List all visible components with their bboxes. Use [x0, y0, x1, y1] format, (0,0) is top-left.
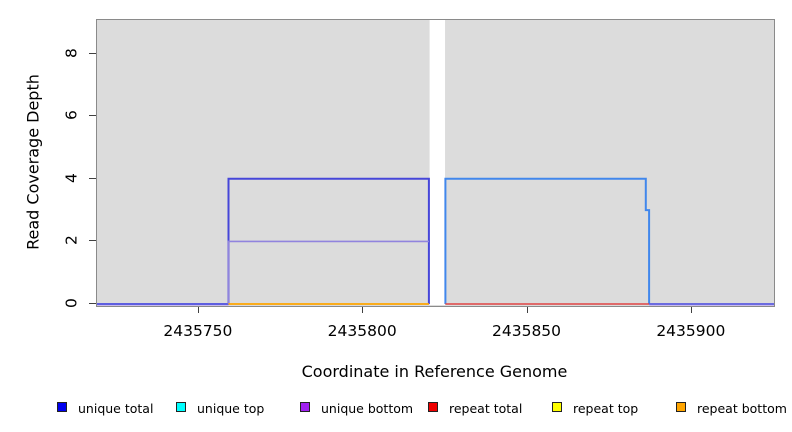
- legend-swatch-icon: [300, 402, 310, 412]
- y-tick-mark: [89, 52, 96, 54]
- legend-label: unique top: [197, 401, 265, 416]
- x-tick-mark: [362, 307, 364, 313]
- legend-label: unique total: [78, 401, 154, 416]
- x-axis-title: Coordinate in Reference Genome: [301, 362, 568, 381]
- y-tick-label: 0: [62, 298, 81, 308]
- unique-total-right-block-line: [444, 177, 651, 304]
- x-tick-label: 2435750: [163, 322, 233, 340]
- legend-swatch-icon: [57, 402, 67, 412]
- legend-swatch-icon: [676, 402, 686, 412]
- legend-swatch-icon: [176, 402, 186, 412]
- unique-strand-left-block-line: [227, 240, 429, 304]
- legend-label: repeat bottom: [697, 401, 787, 416]
- y-axis-title: Read Coverage Depth: [23, 74, 43, 250]
- clipped-coverage-column: [429, 20, 446, 305]
- legend-swatch-icon: [552, 402, 562, 412]
- x-tick-label: 2435800: [327, 322, 397, 340]
- y-tick-label: 2: [62, 235, 81, 246]
- legend-label: repeat top: [573, 401, 639, 416]
- legend-swatch-icon: [428, 402, 438, 412]
- plot-panel: [96, 19, 775, 307]
- coverage-series-svg: [97, 20, 774, 306]
- x-tick-label: 2435850: [492, 322, 562, 340]
- legend-label: unique bottom: [321, 401, 414, 416]
- y-tick-mark: [89, 177, 96, 179]
- x-tick-mark: [690, 307, 692, 313]
- y-tick-label: 6: [62, 110, 81, 121]
- y-tick-mark: [89, 240, 96, 242]
- x-tick-mark: [526, 307, 528, 313]
- y-tick-mark: [89, 115, 96, 117]
- y-tick-label: 4: [62, 172, 81, 183]
- y-tick-label: 8: [62, 47, 81, 58]
- x-tick-label: 2435900: [656, 322, 726, 340]
- legend-label: repeat total: [449, 401, 523, 416]
- x-tick-mark: [197, 307, 199, 313]
- y-tick-mark: [89, 303, 96, 304]
